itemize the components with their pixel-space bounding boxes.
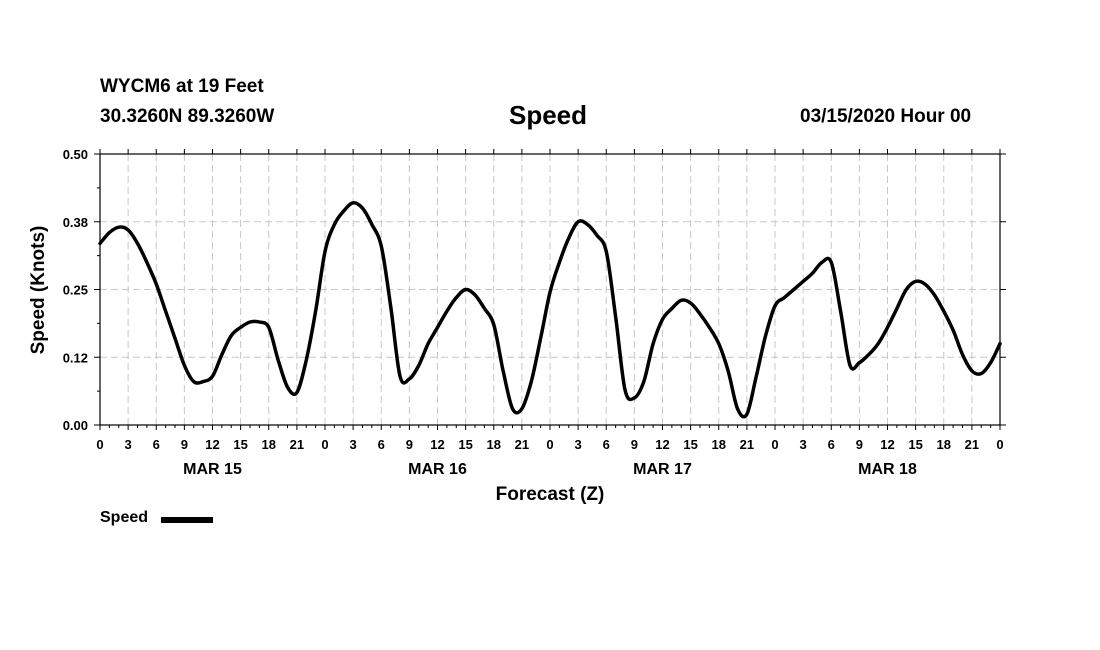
x-tick-label: 9	[406, 437, 413, 452]
x-tick-label: 0	[96, 437, 103, 452]
speed-series-line	[98, 200, 1002, 419]
x-tick-label: 18	[712, 437, 726, 452]
x-tick-label: 9	[856, 437, 863, 452]
x-tick-label: 18	[487, 437, 501, 452]
x-tick-label: 18	[937, 437, 951, 452]
x-tick-label: 12	[205, 437, 219, 452]
y-tick-label: 0.38	[63, 215, 88, 230]
x-tick-label: 6	[828, 437, 835, 452]
x-tick-label: 0	[771, 437, 778, 452]
station-label: WYCM6 at 19 Feet	[100, 76, 264, 97]
plot-frame	[99, 153, 1001, 426]
x-tick-label: 3	[575, 437, 582, 452]
x-tick-label: 21	[740, 437, 754, 452]
day-label: MAR 16	[408, 461, 467, 478]
x-tick-label: 12	[430, 437, 444, 452]
station-coordinates: 30.3260N 89.3260W	[100, 106, 275, 127]
tick-labels: 0.00 0.12 0.25 0.38 0.50 0 3 6 9 12 15 18 21 0 3 6 9 12 15…	[63, 147, 1004, 478]
x-tick-label: 15	[683, 437, 697, 452]
x-tick-label: 12	[880, 437, 894, 452]
x-tick-label: 15	[458, 437, 472, 452]
x-tick-label: 9	[181, 437, 188, 452]
x-tick-label: 0	[321, 437, 328, 452]
chart-title: Speed	[509, 100, 588, 130]
x-tick-label: 3	[125, 437, 132, 452]
x-tick-label: 15	[233, 437, 247, 452]
x-tick-label: 6	[378, 437, 385, 452]
legend-swatch	[161, 517, 213, 523]
x-tick-label: 12	[655, 437, 669, 452]
x-tick-label: 9	[631, 437, 638, 452]
y-tick-label: 0.00	[63, 418, 88, 433]
day-label: MAR 18	[858, 461, 917, 478]
x-tick-label: 3	[800, 437, 807, 452]
y-tick-label: 0.50	[63, 147, 88, 162]
x-tick-label: 3	[350, 437, 357, 452]
x-axis-label: Forecast (Z)	[496, 484, 605, 505]
forecast-date: 03/15/2020 Hour 00	[800, 106, 972, 127]
x-tick-label: 15	[908, 437, 922, 452]
x-tick-label: 0	[546, 437, 553, 452]
y-tick-label: 0.25	[63, 283, 88, 298]
x-tick-label: 21	[515, 437, 529, 452]
day-label: MAR 17	[633, 461, 692, 478]
day-label: MAR 15	[183, 461, 242, 478]
x-tick-label: 6	[153, 437, 160, 452]
x-tick-label: 0	[996, 437, 1003, 452]
legend-label: Speed	[100, 509, 149, 526]
x-tick-label: 18	[262, 437, 276, 452]
x-tick-label: 6	[603, 437, 610, 452]
y-axis-label: Speed (Knots)	[28, 226, 49, 355]
x-tick-label: 21	[290, 437, 304, 452]
x-tick-label: 21	[965, 437, 979, 452]
y-tick-label: 0.12	[63, 350, 88, 365]
grid-lines	[100, 154, 1000, 425]
